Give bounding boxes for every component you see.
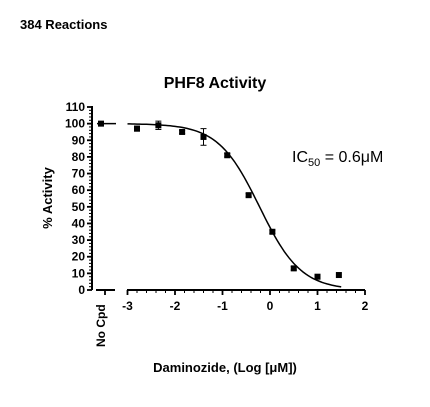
ic50-annotation: IC50 = 0.6μM <box>292 149 383 169</box>
y-tick-label: 0 <box>78 283 85 297</box>
x-tick-label: -2 <box>170 299 181 313</box>
y-tick-label: 30 <box>72 233 86 247</box>
x-tick-label: -1 <box>217 299 228 313</box>
y-tick-label: 110 <box>66 100 86 114</box>
data-point <box>245 192 252 199</box>
data-point <box>314 273 321 280</box>
x-axis-title: Daminozide, (Log [μM]) <box>153 360 297 375</box>
data-point <box>335 272 342 279</box>
data-point <box>269 228 276 235</box>
data-point <box>224 152 231 159</box>
y-tick-label: 90 <box>72 133 86 147</box>
fit-curve <box>127 123 342 288</box>
page-label: 384 Reactions <box>20 17 108 32</box>
y-tick-label: 20 <box>72 250 86 264</box>
y-tick-label: 10 <box>72 266 86 280</box>
y-tick-label: 60 <box>72 183 86 197</box>
y-tick-label: 70 <box>72 167 86 181</box>
y-tick-label: 100 <box>65 117 85 131</box>
y-tick-label: 80 <box>72 150 86 164</box>
data-point <box>155 122 162 129</box>
y-axis-title: % Activity <box>40 166 55 228</box>
data-point <box>200 133 207 140</box>
y-tick-label: 50 <box>72 200 86 214</box>
x-tick-label: -3 <box>122 299 133 313</box>
data-point <box>179 128 186 135</box>
x-tick-label: 1 <box>314 299 321 313</box>
y-tick-label: 40 <box>72 216 86 230</box>
data-point <box>290 265 297 272</box>
chart-title: PHF8 Activity <box>164 75 267 92</box>
x-tick-label: 0 <box>267 299 274 313</box>
control-label: No Cpd <box>94 304 108 347</box>
control-point <box>98 120 104 127</box>
data-point <box>134 125 140 132</box>
x-tick-label: 2 <box>362 299 369 313</box>
